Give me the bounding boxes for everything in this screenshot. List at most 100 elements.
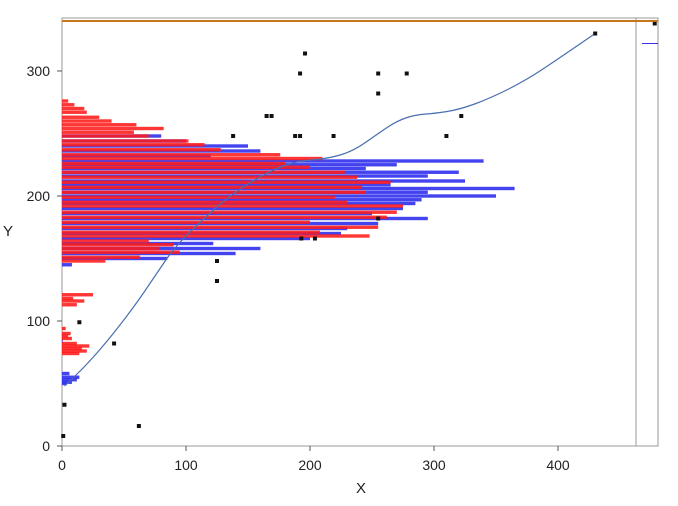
bar-red — [62, 336, 72, 341]
fit-curve-group — [64, 33, 658, 387]
bar-red — [62, 123, 137, 127]
data-point[interactable] — [269, 114, 274, 118]
data-point[interactable] — [298, 71, 303, 76]
bar-blue — [62, 380, 72, 384]
bar-red — [62, 190, 366, 194]
bar-red — [62, 200, 348, 204]
bar-red — [62, 296, 74, 301]
bar-red — [62, 204, 403, 208]
bar-red — [62, 210, 397, 214]
x-tick-label: 400 — [546, 457, 570, 473]
bar-red — [62, 165, 310, 169]
data-point[interactable] — [215, 259, 219, 263]
fit-curve — [64, 33, 596, 387]
bar-red — [62, 346, 82, 351]
bar-red — [62, 246, 159, 251]
bar-blue — [62, 198, 422, 202]
y-tick-label: 200 — [27, 188, 51, 204]
bar-blue — [62, 206, 403, 211]
data-point[interactable] — [459, 114, 464, 118]
data-point[interactable] — [444, 134, 449, 138]
data-point[interactable] — [264, 114, 269, 118]
bar-red — [62, 220, 310, 224]
bar-red — [62, 349, 87, 353]
bar-red — [62, 185, 363, 189]
data-point[interactable] — [303, 51, 308, 56]
data-point[interactable] — [299, 236, 304, 241]
y-tick-label: 100 — [27, 313, 51, 329]
bar-red — [62, 225, 379, 229]
bar-blue — [62, 378, 77, 382]
bar-blue — [62, 339, 63, 343]
bar-red — [62, 170, 345, 174]
bar-red — [62, 293, 93, 297]
data-point[interactable] — [652, 21, 657, 26]
data-point[interactable] — [215, 279, 219, 283]
bar-red — [62, 148, 221, 152]
data-point[interactable] — [112, 341, 117, 346]
bar-red — [62, 259, 106, 263]
data-point[interactable] — [136, 424, 141, 428]
y-tick-label: 300 — [27, 63, 51, 79]
bar-red — [62, 119, 112, 123]
data-point[interactable] — [404, 71, 409, 76]
x-tick-label: 200 — [298, 457, 322, 473]
x-tick-label: 100 — [174, 457, 198, 473]
bar-red — [62, 243, 174, 247]
histogram-bars — [62, 99, 515, 386]
scatter-points — [61, 21, 657, 438]
data-point[interactable] — [298, 134, 303, 138]
bar-blue — [62, 159, 484, 163]
data-point[interactable] — [293, 134, 298, 138]
bar-red — [62, 143, 205, 147]
bar-blue — [62, 371, 70, 376]
bar-red — [62, 334, 69, 338]
bar-red — [62, 326, 66, 331]
bar-red — [62, 341, 77, 346]
bar-red — [62, 156, 323, 161]
bar-red — [62, 344, 90, 348]
data-point[interactable] — [376, 216, 381, 221]
bar-red — [62, 331, 71, 336]
bar-red — [62, 99, 69, 103]
bar-red — [62, 115, 100, 119]
bar-red — [62, 161, 286, 166]
bar-blue — [62, 263, 72, 267]
bar-red — [62, 153, 281, 157]
bar-red — [62, 230, 320, 234]
data-point[interactable] — [376, 91, 381, 96]
bar-blue — [62, 236, 310, 241]
y-axis-title: Y — [3, 223, 13, 240]
bar-red — [62, 110, 87, 114]
y-tick-label: 0 — [42, 438, 50, 454]
data-point[interactable] — [62, 402, 67, 407]
data-point[interactable] — [77, 320, 82, 325]
bar-blue — [62, 375, 80, 379]
data-point[interactable] — [331, 134, 336, 138]
bar-red — [62, 139, 189, 143]
bar-red — [62, 255, 141, 259]
bar-red — [62, 234, 370, 238]
data-point[interactable] — [593, 31, 598, 36]
data-point[interactable] — [231, 134, 236, 138]
bar-red — [62, 215, 387, 219]
bar-red — [62, 351, 80, 356]
bar-red — [62, 250, 180, 254]
x-tick-label: 0 — [58, 457, 66, 473]
data-point[interactable] — [61, 434, 66, 438]
bar-red — [62, 239, 149, 243]
bar-blue — [62, 183, 391, 187]
bar-red — [62, 175, 358, 179]
bar-red — [62, 130, 134, 134]
bar-red — [62, 180, 391, 184]
x-axis: 0 100 200 300 400 — [58, 446, 570, 473]
x-tick-label: 300 — [422, 457, 446, 473]
bar-red — [62, 134, 149, 138]
x-axis-title: X — [356, 480, 366, 497]
bar-blue — [62, 246, 261, 251]
data-point[interactable] — [312, 236, 317, 241]
bar-red — [62, 103, 75, 107]
bar-red — [62, 303, 77, 307]
data-point[interactable] — [376, 71, 381, 76]
